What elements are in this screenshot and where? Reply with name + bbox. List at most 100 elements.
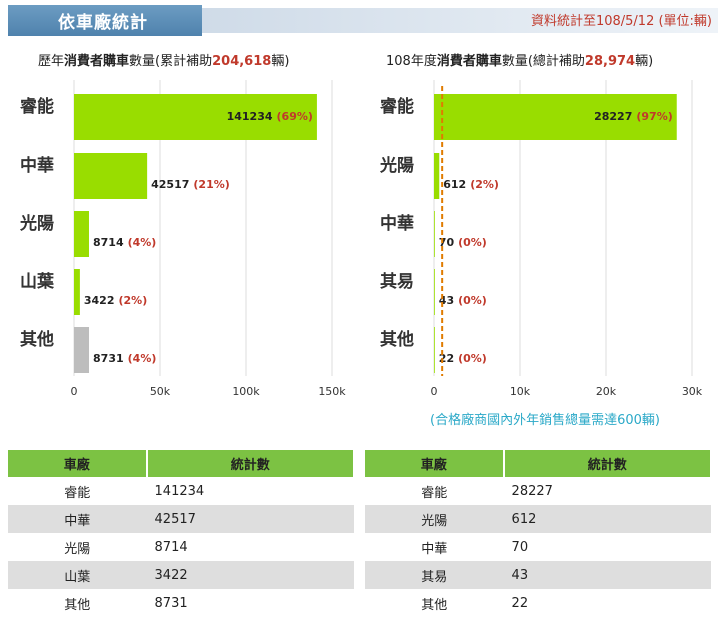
count-cell: 22 — [511, 595, 529, 611]
x-tick-label: 150k — [318, 385, 346, 398]
chart-title-cumulative: 歷年消費者購車數量(累計補助204,618輛) — [38, 54, 290, 69]
count-cell: 70 — [511, 539, 529, 555]
table-row: 其他 8731 — [8, 589, 354, 617]
table-row: 其易 43 — [365, 561, 711, 589]
percent-label: (21%) — [193, 178, 229, 191]
table-row: 睿能 141234 — [8, 477, 354, 505]
x-tick-label: 30k — [682, 385, 703, 398]
count-cell: 141234 — [154, 483, 205, 499]
table-row: 其他 22 — [365, 589, 711, 617]
count-cell: 3422 — [146, 561, 354, 589]
data-label: 141234 (69%) — [227, 110, 313, 123]
value-label: 3422 — [84, 294, 115, 307]
table-header-count: 統計數 — [146, 450, 356, 477]
maker-cell: 中華 — [421, 541, 448, 557]
data-label: 42517 (21%) — [151, 178, 230, 191]
x-tick-label: 0 — [431, 385, 438, 398]
stats-table-108: 車廠 統計數 睿能 28227 光陽 612 中華 70 其易 43 其他 22 — [365, 450, 713, 617]
table-row: 睿能 28227 — [365, 477, 711, 505]
value-label: 22 — [439, 352, 454, 365]
data-label: 612 (2%) — [443, 178, 499, 191]
table-header-maker: 車廠 — [8, 450, 148, 477]
bar — [434, 94, 677, 140]
table-header-maker: 車廠 — [365, 450, 505, 477]
bar — [74, 269, 80, 315]
count-cell: 43 — [503, 561, 711, 589]
percent-label: (0%) — [458, 294, 487, 307]
table-row: 光陽 8714 — [8, 533, 354, 561]
maker-cell: 其他 — [421, 597, 448, 613]
category-label: 睿能 — [380, 96, 414, 117]
stats-table-cumulative: 車廠 統計數 睿能 141234 中華 42517 光陽 8714 山葉 3422 其他 8731 — [8, 450, 356, 617]
count-cell: 42517 — [146, 505, 354, 533]
percent-label: (2%) — [470, 178, 499, 191]
x-tick-label: 50k — [150, 385, 171, 398]
bar-chart-cumulative: 0 50k 100k 150k 睿能 141234 (69%) 中華 42517 (21%) 光陽 8… — [19, 80, 346, 398]
threshold-note: (合格廠商國內外年銷售總量需達600輛) — [430, 413, 660, 428]
bar — [434, 327, 435, 373]
value-label: 43 — [439, 294, 454, 307]
x-tick-label: 10k — [510, 385, 531, 398]
table-header-count: 統計數 — [503, 450, 713, 477]
x-tick-label: 0 — [71, 385, 78, 398]
maker-cell: 睿能 — [64, 485, 91, 501]
maker-cell: 睿能 — [421, 485, 448, 501]
count-cell: 8731 — [154, 595, 188, 611]
category-label: 山葉 — [20, 271, 55, 292]
percent-label: (4%) — [128, 236, 157, 249]
bar — [74, 94, 317, 140]
category-label: 其他 — [20, 329, 54, 350]
bar — [434, 153, 440, 199]
maker-cell: 光陽 — [365, 505, 504, 533]
bar — [434, 269, 435, 315]
count-cell: 612 — [503, 505, 711, 533]
data-label: 43 (0%) — [439, 294, 487, 307]
category-label: 光陽 — [19, 213, 54, 234]
percent-label: (4%) — [128, 352, 157, 365]
data-label: 8731 (4%) — [93, 352, 156, 365]
value-label: 42517 — [151, 178, 189, 191]
value-label: 70 — [439, 236, 455, 249]
bar — [434, 211, 435, 257]
value-label: 612 — [443, 178, 466, 191]
category-label: 中華 — [380, 213, 414, 234]
section-title: 依車廠統計 — [8, 5, 202, 36]
data-label: 8714 (4%) — [93, 236, 156, 249]
x-tick-label: 100k — [232, 385, 260, 398]
bar — [74, 153, 148, 199]
percent-label: (69%) — [277, 110, 313, 123]
chart-title-108: 108年度消費者購車數量(總計補助28,974輛) — [386, 54, 654, 69]
data-label: 70 (0%) — [439, 236, 487, 249]
data-date-note: 資料統計至108/5/12 (單位:輛) — [530, 14, 712, 29]
header-band — [202, 8, 718, 33]
data-label: 3422 (2%) — [84, 294, 147, 307]
count-cell: 8714 — [154, 539, 188, 555]
percent-label: (0%) — [458, 236, 487, 249]
table-row: 中華 42517 — [8, 505, 354, 533]
value-label: 8731 — [93, 352, 124, 365]
category-label: 睿能 — [20, 96, 54, 117]
count-cell: 28227 — [511, 483, 553, 499]
bar — [74, 211, 89, 257]
maker-cell: 其他 — [64, 597, 91, 613]
category-label: 其易 — [380, 271, 414, 292]
value-label: 28227 — [594, 110, 632, 123]
percent-label: (0%) — [458, 352, 487, 365]
maker-cell: 山葉 — [8, 561, 147, 589]
maker-cell: 中華 — [8, 505, 147, 533]
table-row: 光陽 612 — [365, 505, 711, 533]
maker-cell: 其易 — [365, 561, 504, 589]
percent-label: (97%) — [636, 110, 672, 123]
percent-label: (2%) — [119, 294, 148, 307]
data-label: 22 (0%) — [439, 352, 487, 365]
category-label: 其他 — [380, 329, 414, 350]
table-row: 山葉 3422 — [8, 561, 354, 589]
value-label: 8714 — [93, 236, 124, 249]
bar — [74, 327, 90, 373]
category-label: 中華 — [20, 155, 54, 176]
category-label: 光陽 — [379, 155, 414, 176]
data-label: 28227 (97%) — [594, 110, 673, 123]
value-label: 141234 — [227, 110, 273, 123]
maker-cell: 光陽 — [64, 541, 91, 557]
